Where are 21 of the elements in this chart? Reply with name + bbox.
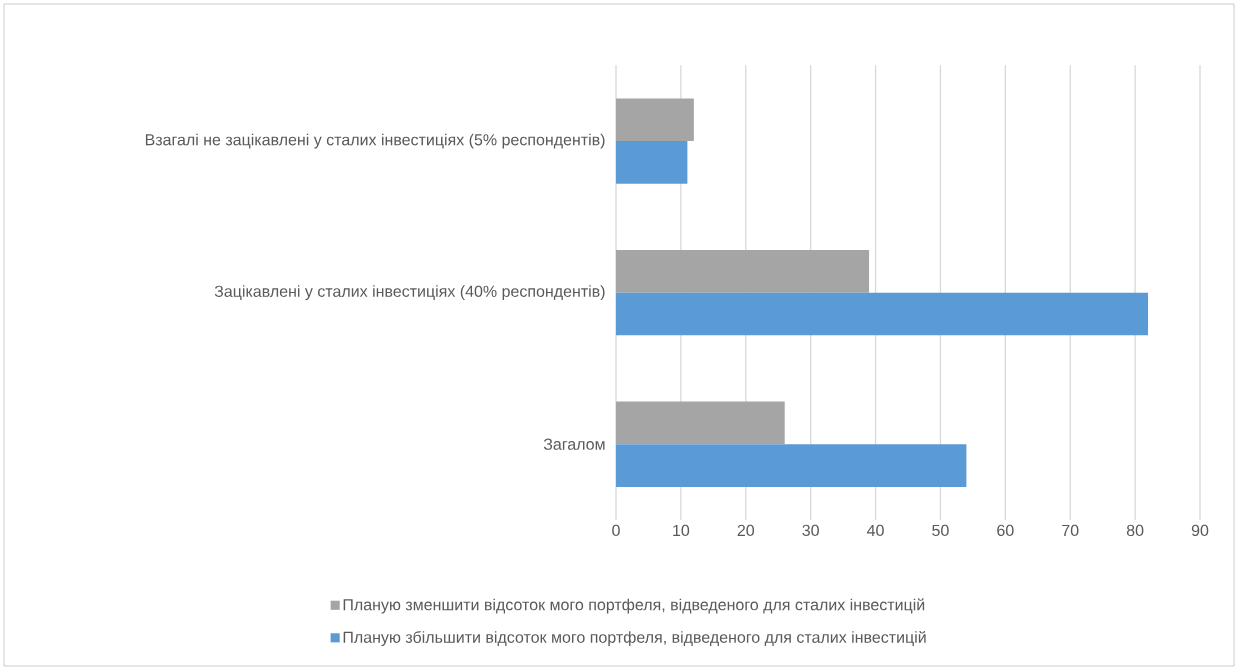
bar [616, 250, 870, 293]
legend-label: Планую зменшити відсоток мого портфеля, відведеного для сталих інвестицій [343, 598, 925, 614]
bar [616, 141, 688, 184]
x-tick-label: 10 [673, 524, 690, 537]
legend-label: Планую збільшити відсоток мого портфеля, відведеного для сталих інвестицій [343, 630, 926, 647]
bar [616, 98, 694, 142]
x-tick-label: 40 [867, 524, 884, 537]
x-tick-label: 60 [997, 524, 1014, 537]
bar [616, 292, 1149, 336]
bar [616, 444, 967, 487]
x-tick-label: 0 [612, 524, 620, 537]
x-tick-label: 30 [802, 524, 819, 537]
y-tick-label: Загалом [543, 438, 605, 450]
y-tick-label: Зацікавлені у сталих інвестиціях (40% респондентів) [214, 285, 605, 301]
x-tick-label: 80 [1126, 524, 1144, 537]
x-tick-label: 50 [932, 524, 949, 537]
x-tick-label: 20 [737, 524, 755, 537]
y-tick-label: Взагалі не зацікавлені у сталих інвестиціях (5% респондентів) [145, 133, 605, 149]
bar [616, 401, 785, 445]
x-tick-label: 90 [1191, 524, 1209, 537]
x-tick-label: 70 [1062, 524, 1079, 537]
